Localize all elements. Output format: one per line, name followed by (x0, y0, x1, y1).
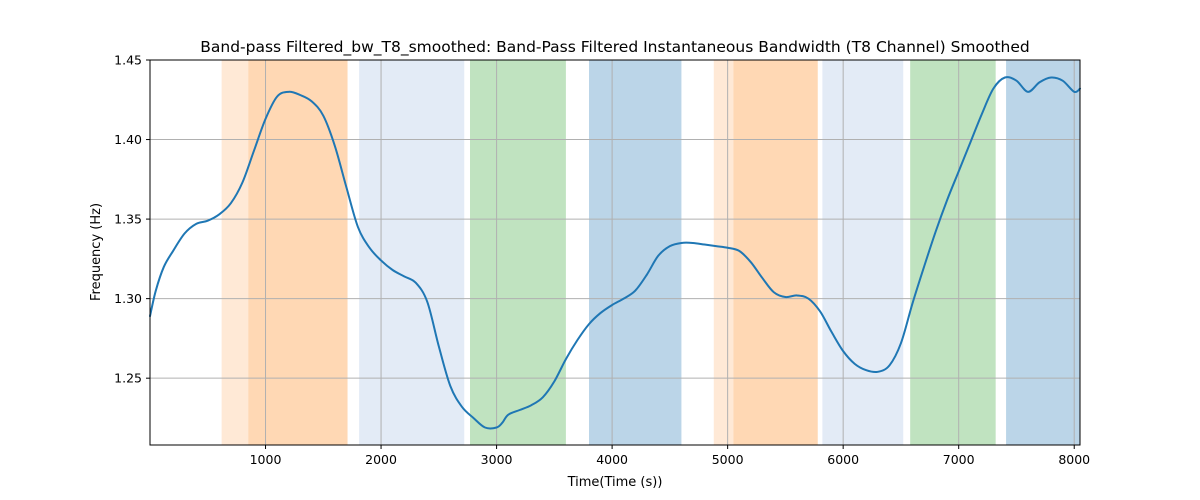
series-line-1 (149, 76, 1081, 430)
y-tick-label: 1.30 (114, 291, 142, 306)
chart-title: Band-pass Filtered_bw_T8_smoothed: Band-… (200, 38, 1030, 57)
y-axis-ticks: 1.25 1.30 1.35 1.40 1.45 (114, 53, 150, 386)
x-tick-label: 3000 (481, 452, 513, 467)
x-tick-label: 7000 (943, 452, 975, 467)
shaded-band-6 (713, 60, 734, 445)
y-tick-label: 1.35 (114, 212, 142, 227)
shaded-band-5 (589, 60, 682, 445)
shaded-bands (221, 60, 1080, 445)
x-tick-label: 6000 (827, 452, 859, 467)
x-tick-label: 4000 (596, 452, 628, 467)
shaded-band-4 (470, 60, 566, 445)
y-axis-label: Frequency (Hz) (89, 203, 104, 301)
x-tick-label: 8000 (1058, 452, 1090, 467)
shaded-band-9 (910, 60, 996, 445)
x-axis-label: Time(Time (s)) (567, 475, 663, 490)
shaded-band-1 (221, 60, 249, 445)
y-tick-label: 1.25 (114, 371, 142, 386)
data-line-layer (149, 76, 1081, 430)
plot-frame (149, 59, 1081, 446)
y-tick-label: 1.45 (114, 53, 142, 68)
shaded-band-8 (822, 60, 904, 445)
shaded-band-2 (248, 60, 348, 445)
x-tick-label: 5000 (712, 452, 744, 467)
x-axis-ticks: 1000 2000 3000 4000 5000 6000 7000 8000 (250, 445, 1090, 467)
shaded-band-7 (733, 60, 818, 445)
x-tick-label: 2000 (365, 452, 397, 467)
shaded-band-10 (1006, 60, 1080, 445)
shaded-band-3 (359, 60, 465, 445)
y-tick-label: 1.40 (114, 132, 142, 147)
x-tick-label: 1000 (250, 452, 282, 467)
